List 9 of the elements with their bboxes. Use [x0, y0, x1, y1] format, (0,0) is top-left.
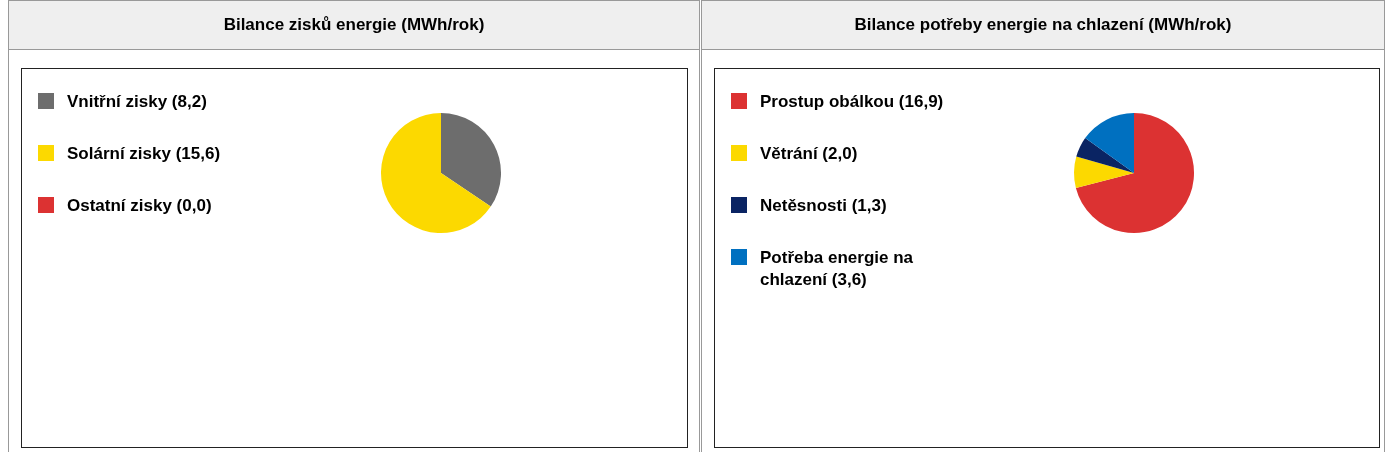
chart-title: Bilance potřeby energie na chlazení (MWh/rok) — [702, 0, 1384, 50]
legend-label: Prostup obálkou (16,9) — [760, 91, 944, 113]
legend-label: Netěsnosti (1,3) — [760, 195, 887, 217]
legend-label: Ostatní zisky (0,0) — [67, 195, 212, 217]
legend-label: Vnitřní zisky (8,2) — [67, 91, 207, 113]
legend-label: Větrání (2,0) — [760, 143, 858, 165]
legend-label: Potřeba energie na chlazení (3,6) — [760, 247, 915, 291]
chart-title: Bilance zisků energie (MWh/rok) — [9, 0, 699, 50]
legend-label: Solární zisky (15,6) — [67, 143, 221, 165]
